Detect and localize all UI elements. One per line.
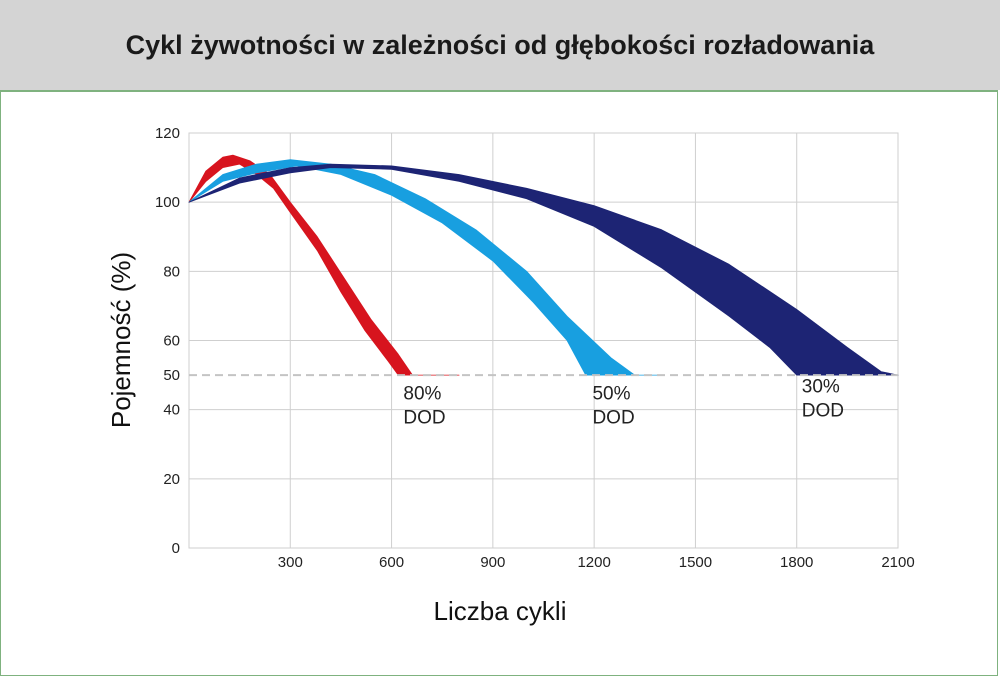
y-tick-label: 100: [155, 194, 180, 211]
x-tick-label: 600: [379, 554, 404, 571]
y-tick-label: 20: [163, 471, 180, 488]
series-label: 80%: [403, 383, 441, 404]
series-label: DOD: [802, 400, 844, 421]
x-tick-label: 1500: [679, 554, 712, 571]
y-tick-label: 0: [172, 540, 180, 557]
x-tick-label: 300: [278, 554, 303, 571]
chart-panel: [0, 90, 998, 676]
x-tick-label: 1200: [577, 554, 610, 571]
y-tick-label: 60: [163, 333, 180, 350]
x-axis-title: Liczba cykli: [434, 596, 567, 626]
series-label: 50%: [592, 383, 630, 404]
series-label: 30%: [802, 376, 840, 397]
y-tick-label: 80: [163, 263, 180, 280]
y-tick-label: 50: [163, 367, 180, 384]
y-tick-label: 120: [155, 125, 180, 142]
chart-title: Cykl żywotności w zależności od głębokoś…: [125, 29, 875, 60]
x-tick-label: 2100: [881, 554, 914, 571]
tick-labels: 300 600 900 1200 1500 1800 2100 0 20 40 50 60 80 100 1…: [155, 125, 915, 571]
x-tick-label: 1800: [780, 554, 813, 571]
y-axis-title: Pojemność (%): [106, 252, 136, 428]
series-bands: [188, 154, 899, 376]
chart-header: Cykl żywotności w zależności od głębokoś…: [0, 0, 1000, 90]
series-label: DOD: [403, 407, 445, 428]
series-labels: 80% DOD 50% DOD 30% DOD: [403, 376, 844, 428]
x-tick-label: 900: [480, 554, 505, 571]
series-band-2: [188, 159, 659, 376]
series-band-1: [188, 154, 460, 376]
series-label: DOD: [592, 407, 634, 428]
series-band-3: [188, 163, 899, 376]
y-tick-label: 40: [163, 402, 180, 419]
